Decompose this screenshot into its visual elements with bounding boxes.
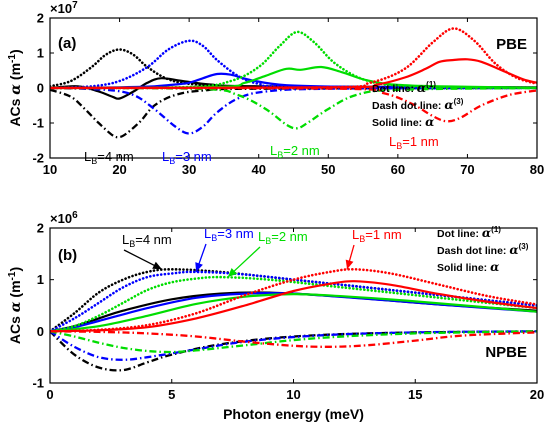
y-axis-label: ACs α (m-1)	[7, 49, 24, 126]
series-2-dashdot-line	[50, 330, 537, 361]
series-3-solid-line	[50, 65, 537, 90]
series-arrowhead	[152, 261, 162, 270]
series-3-dashdot-line	[50, 86, 537, 130]
legend-note: Solid line: α	[372, 115, 434, 129]
x-tick-label: 5	[168, 387, 175, 402]
series-label: LB=4 nm	[84, 149, 134, 166]
series-label: LB=4 nm	[122, 232, 172, 249]
series-2-solid-line	[50, 291, 537, 333]
panel-a: 10 20 30 40 50 60 70 80 -2 -1 0 1 2 ×107 ACs α (m-1) (a…	[7, 0, 544, 177]
x-tick-label: 80	[530, 162, 544, 177]
series-arrowhead	[195, 262, 203, 272]
y-tick-label: 0	[37, 81, 44, 96]
x-tick-label: 60	[391, 162, 405, 177]
x-tick-label: 10	[286, 387, 300, 402]
x-tick-label: 20	[530, 387, 544, 402]
method-label: NPBE	[485, 344, 527, 361]
y-tick-label: -1	[32, 376, 44, 391]
legend-note: Dot line: α(1)	[437, 225, 501, 240]
y-tick-label: 2	[37, 221, 44, 236]
legend-note: Dash dot line: α(3)	[437, 242, 529, 257]
series-arrowhead	[227, 268, 238, 278]
x-tick-label: 15	[408, 387, 422, 402]
series-label: LB=2 nm	[270, 143, 320, 160]
y-axis-label: ACs α (m-1)	[7, 267, 24, 344]
y-tick-label: -2	[32, 151, 44, 166]
series-4-dashdot-line	[50, 330, 537, 348]
series-3-solid-line	[50, 292, 537, 333]
legend-note: Dot line: α(1)	[372, 80, 436, 95]
series-2-dashdot-line	[50, 86, 537, 135]
series-3-dashdot-line	[50, 330, 537, 354]
x-tick-label: 10	[43, 162, 57, 177]
x-tick-label: 70	[460, 162, 474, 177]
method-label: PBE	[496, 36, 527, 53]
y-tick-label: -1	[32, 116, 44, 131]
series-4-dot-line	[50, 267, 537, 333]
y-tick-label: 1	[37, 46, 44, 61]
series-label: LB=2 nm	[258, 229, 308, 246]
panel-label: (b)	[58, 247, 77, 264]
y-tick-label: 1	[37, 272, 44, 287]
x-tick-label: 20	[112, 162, 126, 177]
series-4-dashdot-line	[50, 86, 537, 123]
x-tick-label: 0	[46, 387, 53, 402]
plot-frame	[49, 17, 538, 159]
series-1-solid-line	[50, 77, 537, 100]
series-label: LB=3 nm	[162, 149, 212, 166]
series-label: LB=1 nm	[352, 227, 402, 244]
plot-frame	[49, 227, 538, 384]
series-2-dot-line	[50, 270, 537, 333]
series-label: LB=3 nm	[204, 226, 254, 243]
y-multiplier: ×107	[50, 0, 78, 16]
legend-note: Dash dot line: α(3)	[372, 97, 464, 112]
series-arrowhead	[345, 259, 354, 270]
x-tick-label: 50	[321, 162, 335, 177]
x-tick-label: 30	[182, 162, 196, 177]
series-1-dashdot-line	[50, 86, 537, 139]
series-4-solid-line	[50, 280, 537, 333]
y-tick-label: 0	[37, 324, 44, 339]
y-tick-label: 2	[37, 11, 44, 26]
series-3-dot-line	[50, 275, 537, 333]
y-multiplier: ×106	[50, 210, 78, 226]
panel-label: (a)	[58, 35, 76, 52]
x-axis-label: Photon energy (meV)	[223, 406, 364, 422]
legend-note: Solid line: α	[437, 260, 499, 274]
series-1-dashdot-line	[50, 330, 537, 372]
series-label: LB=1 nm	[389, 134, 439, 151]
series-4-solid-line	[50, 58, 537, 90]
series-2-dot-line	[50, 39, 537, 90]
x-tick-label: 40	[251, 162, 265, 177]
